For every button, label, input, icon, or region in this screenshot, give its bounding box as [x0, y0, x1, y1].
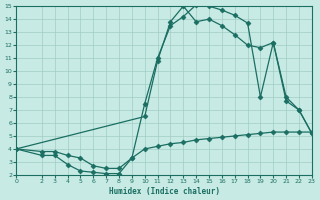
X-axis label: Humidex (Indice chaleur): Humidex (Indice chaleur): [108, 187, 220, 196]
